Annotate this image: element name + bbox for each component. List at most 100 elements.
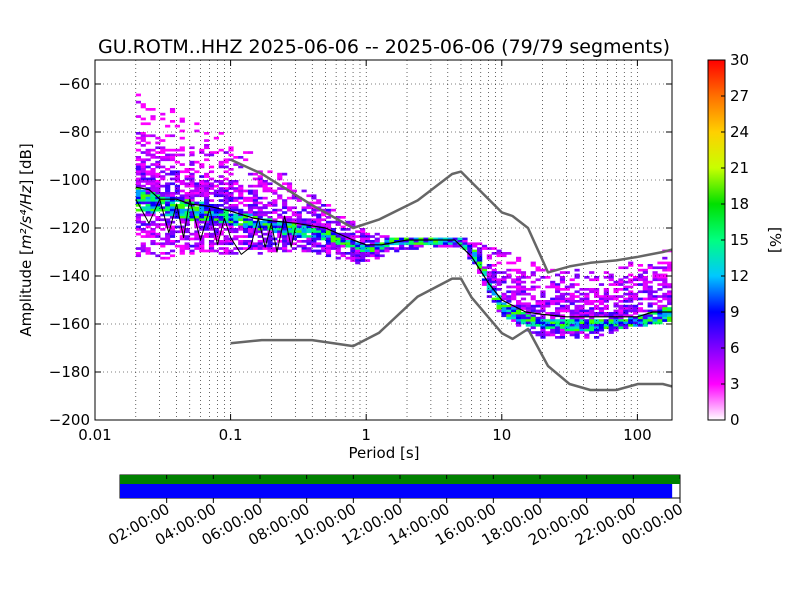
heat-cell xyxy=(335,256,341,260)
heat-cell xyxy=(272,228,278,231)
heat-cell xyxy=(364,235,371,238)
heat-cell xyxy=(169,225,176,229)
heat-cell xyxy=(135,168,141,171)
heat-cell xyxy=(516,300,522,303)
heat-cell xyxy=(145,206,151,210)
heat-cell xyxy=(608,273,614,277)
heat-cell xyxy=(282,206,288,210)
heat-cell xyxy=(579,307,585,310)
heat-cell xyxy=(267,189,273,193)
heat-cell xyxy=(491,300,497,303)
heat-cell xyxy=(496,278,502,282)
heat-cell xyxy=(618,324,624,327)
heat-cell xyxy=(135,93,141,97)
heat-cell xyxy=(530,285,536,289)
heat-cell xyxy=(340,242,346,246)
heat-cell xyxy=(247,204,254,207)
heat-cell xyxy=(218,240,224,243)
heat-cell xyxy=(330,232,336,236)
heat-cell xyxy=(662,307,668,310)
heat-cell xyxy=(169,177,176,181)
heat-cell xyxy=(321,230,327,234)
heat-cell xyxy=(355,256,361,260)
heat-cell xyxy=(184,184,190,188)
heat-cell xyxy=(135,225,141,229)
heat-cell xyxy=(174,225,180,229)
heat-cell xyxy=(369,249,375,253)
heat-cell xyxy=(228,182,234,186)
heat-cell xyxy=(325,225,332,229)
heat-cell xyxy=(238,189,244,193)
heat-cell xyxy=(530,331,536,334)
heat-cell xyxy=(574,331,580,334)
heat-cell xyxy=(204,175,210,178)
heat-cell xyxy=(569,333,575,337)
heat-cell xyxy=(165,192,171,195)
heat-cell xyxy=(321,218,327,222)
heat-cell xyxy=(174,230,180,234)
heat-cell xyxy=(628,319,634,322)
heat-cell xyxy=(208,199,215,202)
heat-cell xyxy=(243,240,249,243)
heat-cell xyxy=(574,273,580,277)
heat-cell xyxy=(238,156,244,159)
heat-cell xyxy=(296,244,302,248)
heat-cell xyxy=(535,266,541,270)
heat-cell xyxy=(594,292,600,296)
heat-cell xyxy=(325,240,332,243)
heat-cell xyxy=(438,237,444,241)
heat-cell xyxy=(559,271,566,274)
heat-cell xyxy=(311,201,317,205)
heat-cell xyxy=(496,252,502,255)
heat-cell xyxy=(218,232,224,236)
heat-cell xyxy=(238,184,244,188)
heat-cell xyxy=(399,242,405,246)
heat-cell xyxy=(579,292,585,296)
heat-cell xyxy=(208,232,215,236)
heat-cell xyxy=(252,232,258,236)
heat-cell xyxy=(511,309,517,313)
heat-cell xyxy=(184,199,190,202)
heat-cell xyxy=(555,307,561,310)
heat-cell xyxy=(277,213,283,217)
heat-cell xyxy=(633,316,639,320)
heat-cell xyxy=(569,283,575,286)
heat-cell xyxy=(364,244,371,248)
heat-cell xyxy=(520,292,527,296)
heat-cell xyxy=(516,304,522,308)
heat-cell xyxy=(530,314,536,318)
heat-cell xyxy=(657,276,663,279)
heat-cell xyxy=(184,242,190,246)
heat-cell xyxy=(637,316,644,320)
heat-cell xyxy=(252,211,258,214)
heat-cell xyxy=(652,312,658,315)
heat-cell xyxy=(369,242,375,246)
heat-cell xyxy=(160,223,166,226)
heat-cell xyxy=(140,247,146,250)
heat-cell xyxy=(160,201,166,205)
heat-cell xyxy=(204,201,210,205)
heat-cell xyxy=(535,268,541,272)
heat-cell xyxy=(642,268,648,272)
heat-cell xyxy=(559,278,566,282)
heat-cell xyxy=(525,319,531,322)
heat-cell xyxy=(403,237,410,241)
heat-cell xyxy=(642,278,648,282)
heat-cell xyxy=(169,108,176,111)
heat-cell xyxy=(350,240,356,243)
heat-cell xyxy=(491,273,497,277)
heat-cell xyxy=(291,206,297,210)
heat-cell xyxy=(462,244,468,248)
heat-cell xyxy=(350,242,356,246)
heat-cell xyxy=(584,300,590,303)
heat-cell xyxy=(218,194,224,198)
heat-cell xyxy=(267,218,273,222)
heat-cell xyxy=(564,271,570,274)
heat-cell xyxy=(384,249,390,253)
heat-cell xyxy=(584,292,590,296)
heat-cell xyxy=(228,218,234,222)
heat-cell xyxy=(550,302,556,306)
heat-cell xyxy=(155,175,161,178)
heat-cell xyxy=(525,307,531,310)
heat-cell xyxy=(589,300,595,303)
